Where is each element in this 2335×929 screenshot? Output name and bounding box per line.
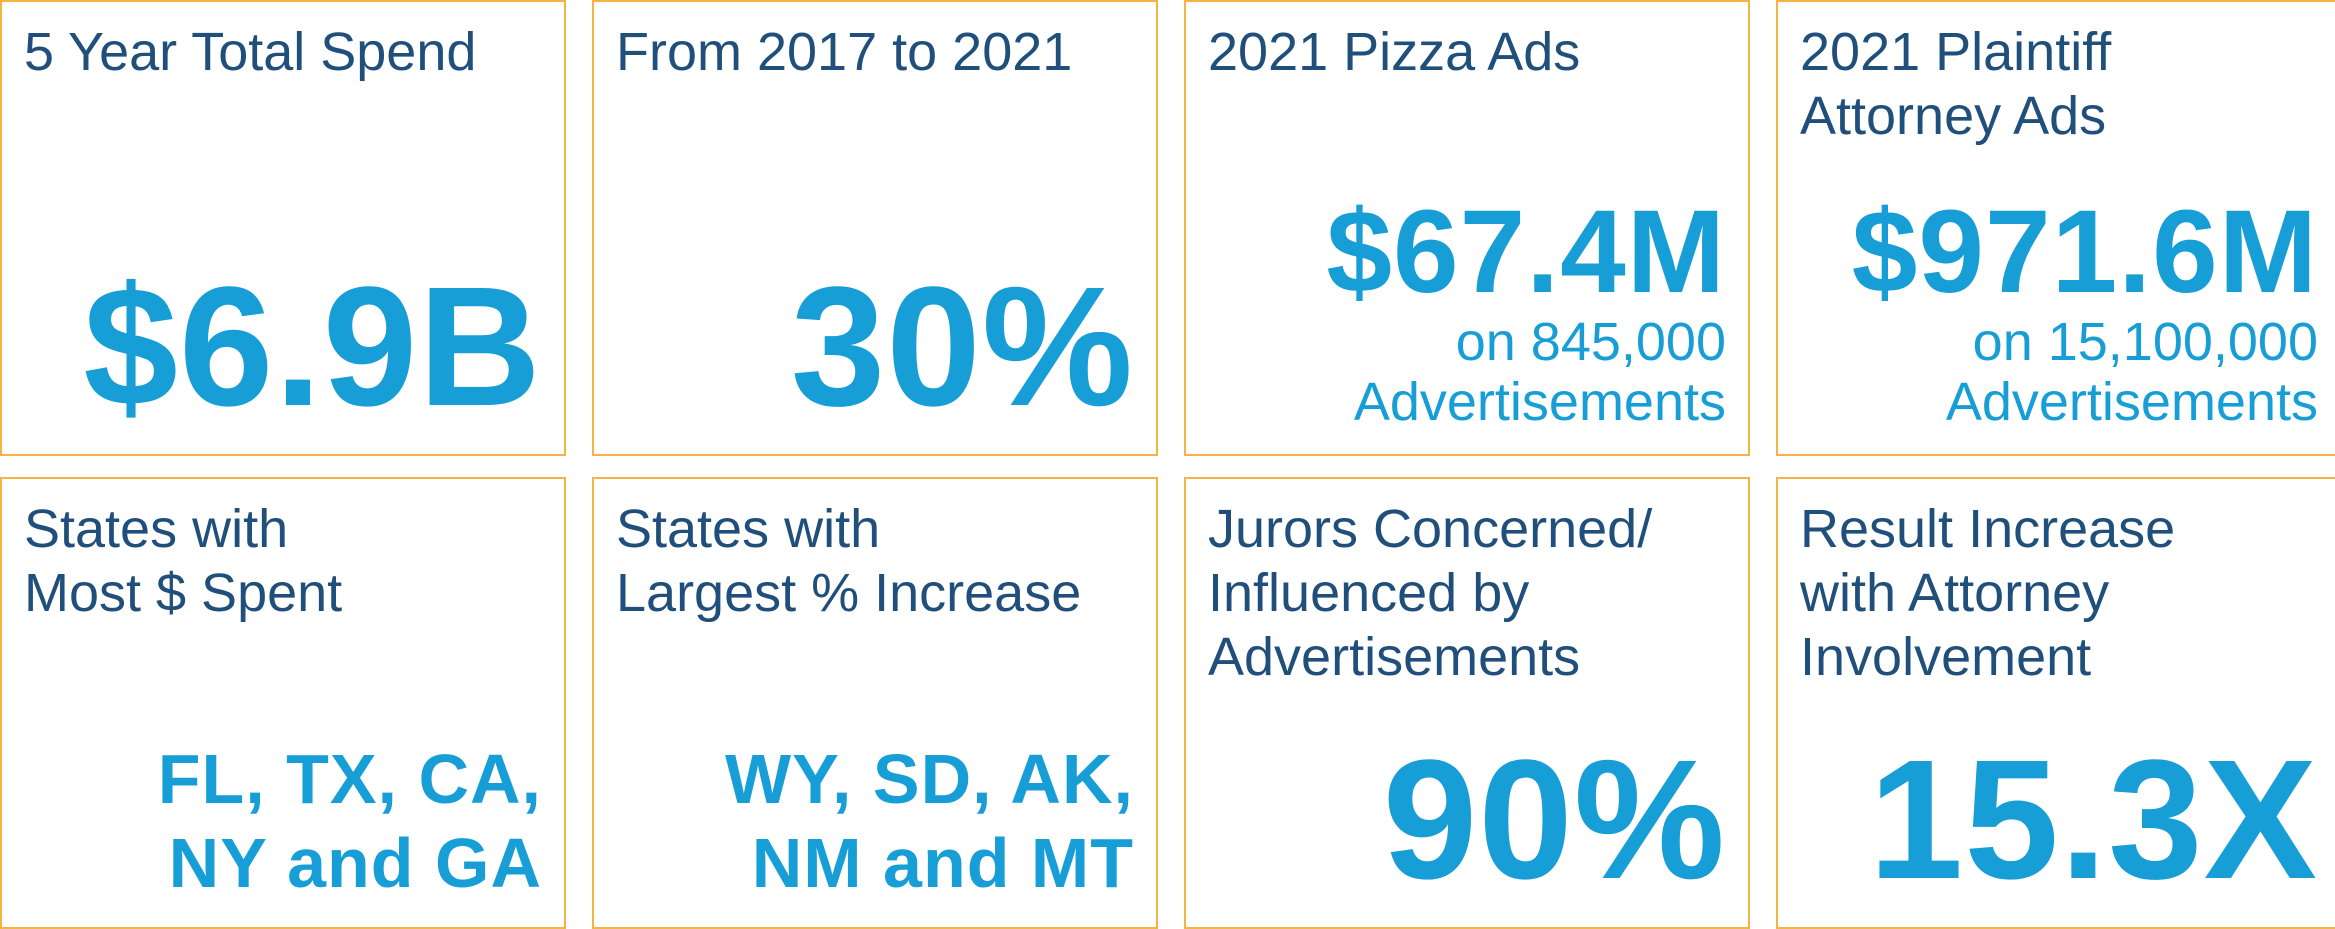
stat-card: States with Most $ Spent FL, TX, CA, NY and…	[0, 477, 566, 929]
stat-value: 30%	[616, 262, 1134, 432]
stat-sub: on 15,100,000 Advertisements	[1800, 312, 2318, 432]
value-line: $6.9B	[83, 252, 542, 442]
card-label: States with Largest % Increase	[616, 497, 1134, 625]
stat-value: 15.3X	[1800, 735, 2318, 905]
stat-card: 2021 Plaintiff Attorney Ads $971.6M on 15,1…	[1776, 0, 2335, 456]
label-line: Advertisements	[1208, 627, 1581, 687]
label-line: Jurors Concerned/	[1208, 499, 1653, 559]
card-stat: FL, TX, CA, NY and GA	[24, 737, 542, 905]
stat-card: 5 Year Total Spend $6.9B	[0, 0, 566, 456]
value-line: $67.4M	[1326, 186, 1726, 318]
label-line: Most $ Spent	[24, 563, 343, 623]
value-line: WY, SD, AK,	[725, 740, 1134, 818]
sub-line: on 845,000	[1455, 312, 1726, 372]
card-label: 2021 Plaintiff Attorney Ads	[1800, 20, 2318, 148]
label-line: 2021 Pizza Ads	[1208, 22, 1581, 82]
card-stat: 90%	[1208, 735, 1726, 905]
stat-card: From 2017 to 2021 30%	[592, 0, 1158, 456]
card-label: 5 Year Total Spend	[24, 20, 542, 84]
value-line: 90%	[1382, 725, 1726, 915]
sub-line: Advertisements	[1945, 372, 2318, 432]
card-stat: 15.3X	[1800, 735, 2318, 905]
value-line: NY and GA	[168, 824, 542, 902]
sub-line: Advertisements	[1353, 372, 1726, 432]
stat-value: $67.4M	[1208, 192, 1726, 312]
value-line: 30%	[790, 252, 1134, 442]
stat-sub: on 845,000 Advertisements	[1208, 312, 1726, 432]
card-stat: $67.4M on 845,000 Advertisements	[1208, 192, 1726, 432]
stat-card: States with Largest % Increase WY, SD, AK,…	[592, 477, 1158, 929]
card-stat: 30%	[616, 262, 1134, 432]
card-stat: $971.6M on 15,100,000 Advertisements	[1800, 192, 2318, 432]
label-line: States with	[616, 499, 881, 559]
stat-card: Jurors Concerned/Influenced by Advertisem…	[1184, 477, 1750, 929]
label-line: Involvement	[1800, 627, 2092, 687]
stat-value: $971.6M	[1800, 192, 2318, 312]
stat-value: 90%	[1208, 735, 1726, 905]
stat-value: WY, SD, AK, NM and MT	[616, 737, 1134, 905]
card-label: From 2017 to 2021	[616, 20, 1134, 84]
card-label: States with Most $ Spent	[24, 497, 542, 625]
card-label: Result Increase with Attorney Involvement	[1800, 497, 2318, 689]
card-stat: WY, SD, AK, NM and MT	[616, 737, 1134, 905]
label-line: Influenced by	[1208, 563, 1530, 623]
stat-card: Result Increase with Attorney Involvement 1…	[1776, 477, 2335, 929]
label-line: 5 Year Total Spend	[24, 22, 477, 82]
value-line: FL, TX, CA,	[157, 740, 542, 818]
stat-card: 2021 Pizza Ads $67.4M on 845,000 Advertisem…	[1184, 0, 1750, 456]
label-line: 2021 Plaintiff	[1800, 22, 2112, 82]
card-label: Jurors Concerned/Influenced by Advertisem…	[1208, 497, 1726, 689]
value-line: 15.3X	[1868, 725, 2318, 915]
label-line: From 2017 to 2021	[616, 22, 1073, 82]
sub-line: on 15,100,000	[1972, 312, 2318, 372]
stat-value: $6.9B	[24, 262, 542, 432]
value-line: NM and MT	[751, 824, 1134, 902]
label-line: Result Increase	[1800, 499, 2176, 559]
label-line: Attorney Ads	[1800, 86, 2107, 146]
label-line: States with	[24, 499, 289, 559]
label-line: Largest % Increase	[616, 563, 1082, 623]
value-line: $971.6M	[1851, 186, 2318, 318]
card-label: 2021 Pizza Ads	[1208, 20, 1726, 84]
card-stat: $6.9B	[24, 262, 542, 432]
label-line: with Attorney	[1800, 563, 2110, 623]
stat-value: FL, TX, CA, NY and GA	[24, 737, 542, 905]
